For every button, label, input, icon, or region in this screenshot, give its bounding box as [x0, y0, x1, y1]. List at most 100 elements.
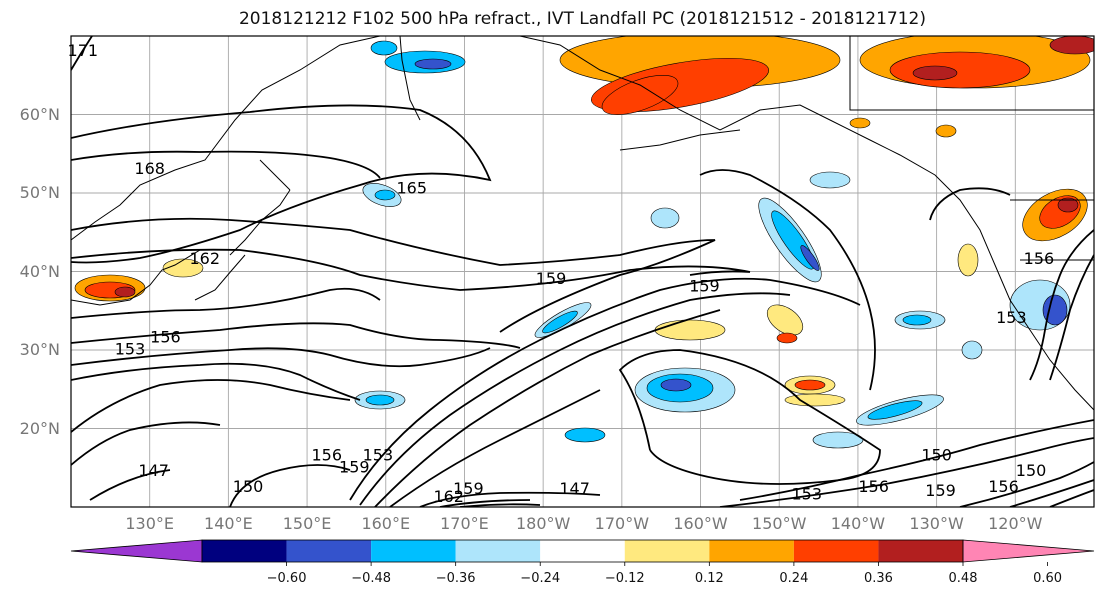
pc-anomaly-area	[961, 340, 983, 360]
colorbar-bin	[793, 540, 879, 562]
pc-anomaly-area	[812, 431, 864, 449]
pc-anomaly-area	[867, 400, 923, 420]
refractivity-contour	[71, 347, 491, 368]
refractivity-contour	[1009, 479, 1094, 507]
colorbar-tick-label: −0.24	[520, 571, 561, 586]
contour-label: 156	[858, 477, 889, 496]
coastline	[71, 249, 201, 306]
refractivity-contour	[71, 322, 521, 349]
latitude-label: 50°N	[19, 183, 60, 202]
pc-anomaly-area	[542, 310, 578, 334]
colorbar-tick-label: 0.36	[863, 571, 893, 586]
refractivity-contour	[1029, 229, 1094, 381]
pc-anomaly-area	[957, 243, 979, 277]
refractivity-contour	[349, 277, 861, 501]
pc-anomaly-area	[794, 379, 826, 391]
refractivity-contour	[959, 461, 1094, 507]
contour-label: 153	[996, 308, 1027, 327]
refractivity-contour	[699, 169, 876, 391]
latitude-label: 40°N	[19, 261, 60, 281]
pc-anomaly-area	[365, 394, 395, 406]
pc-anomaly-area	[1057, 197, 1079, 213]
map-title: 2018121212 F102 500 hPa refract., IVT La…	[238, 9, 926, 29]
longitude-label: 130°W	[909, 514, 964, 533]
latitude-label: 60°N	[19, 104, 60, 124]
pc-anomaly-area	[564, 427, 606, 443]
pc-anomaly-area	[162, 258, 204, 278]
refractivity-contour	[739, 419, 1094, 501]
refractivity-contour	[71, 36, 93, 71]
pc-anomaly-area	[1049, 36, 1094, 55]
contour-label: 156	[150, 328, 181, 347]
contour-label: 153	[115, 340, 146, 359]
colorbar-bin	[455, 540, 541, 562]
refractivity-contour	[719, 437, 1094, 507]
refractivity-contour	[71, 217, 716, 333]
refractivity-contour	[1049, 489, 1094, 507]
colorbar-tick-label: −0.36	[435, 571, 476, 586]
pc-anomaly-area	[650, 207, 680, 229]
longitude-label: 150°W	[752, 514, 807, 533]
colorbar-tick-label: −0.48	[351, 571, 392, 586]
coastline	[619, 129, 741, 151]
contour-label: 147	[559, 479, 590, 498]
colorbar	[70, 539, 1095, 566]
colorbar-tick-label: 0.24	[779, 571, 809, 586]
contour-label: 165	[396, 179, 427, 198]
colorbar-bin	[286, 540, 372, 562]
pc-anomaly-area	[766, 304, 804, 336]
pc-anomaly-area	[849, 117, 871, 129]
refractivity-contour	[419, 491, 601, 507]
coastline	[519, 36, 1094, 411]
longitude-label: 170°E	[440, 514, 489, 533]
longitude-label: 140°W	[830, 514, 886, 533]
pc-anomaly-area	[601, 75, 679, 115]
colorbar-tick-label: 0.12	[694, 571, 724, 586]
refractivity-contour	[389, 389, 601, 507]
pc-anomaly-area	[784, 393, 846, 407]
refractivity-contour	[89, 469, 171, 501]
contour-label: 168	[134, 159, 165, 178]
contour-label: 150	[1016, 461, 1047, 480]
pc-anomaly-area	[935, 124, 957, 138]
contour-label: 153	[791, 485, 822, 504]
pc-anomaly-area	[776, 332, 798, 344]
refractivity-contour	[71, 150, 381, 179]
contour-label: 150	[233, 477, 264, 496]
longitude-label: 170°W	[594, 514, 650, 533]
latitude-label: 20°N	[19, 418, 60, 438]
longitude-label: 140°E	[204, 514, 253, 533]
contour-label: 162	[433, 487, 464, 506]
refractivity-contour	[929, 187, 1011, 221]
pc-anomaly-area	[654, 319, 726, 341]
pc-anomaly-area	[902, 314, 932, 326]
colorbar-tick-label: −0.60	[266, 571, 307, 586]
longitude-label: 120°W	[988, 514, 1043, 533]
refractivity-contour	[1049, 254, 1094, 381]
refractivity-contour	[618, 349, 881, 485]
contour-label: 159	[453, 479, 484, 498]
coastline	[194, 254, 246, 301]
latitude-label: 30°N	[19, 340, 60, 359]
contour-label: 153	[363, 445, 394, 464]
contour-label: 150	[921, 445, 952, 464]
pc-anomaly-area	[809, 171, 851, 189]
pc-anomaly-area	[889, 51, 1031, 89]
longitude-label: 150°E	[282, 514, 332, 533]
contour-label: 159	[339, 457, 370, 476]
contour-label: 171	[68, 41, 99, 60]
colorbar-over-extend	[962, 539, 1095, 563]
contour-label: 156	[1024, 249, 1055, 268]
longitude-label: 160°E	[361, 514, 411, 533]
refractivity-contour	[71, 379, 351, 433]
colorbar-bin	[624, 540, 710, 562]
refractivity-contour	[71, 287, 381, 319]
coastline	[259, 159, 291, 191]
contour-label: 159	[689, 277, 720, 296]
colorbar-bin	[202, 540, 287, 562]
contour-label: 162	[190, 249, 221, 268]
pc-anomaly-area	[660, 378, 692, 392]
refractivity-contour	[229, 464, 351, 507]
